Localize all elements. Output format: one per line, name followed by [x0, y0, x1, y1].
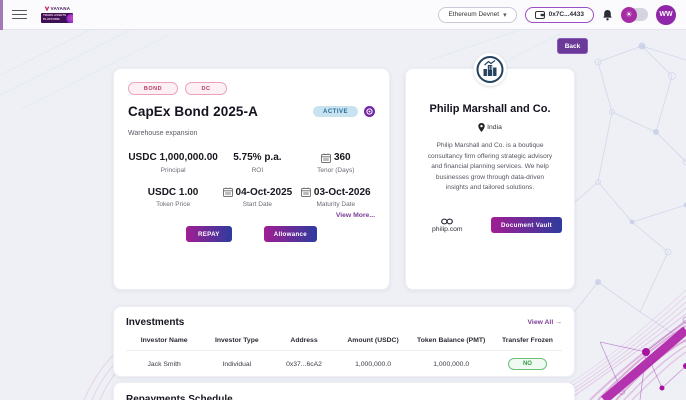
investments-table: Investor Name Investor Type Address Amou… — [126, 337, 562, 370]
issuer-name: Philip Marshall and Co. — [429, 103, 551, 115]
badge-bond: BOND — [128, 82, 178, 95]
investments-card: Investments View All → Investor Name Inv… — [113, 306, 575, 377]
cell-amount: 1,000,000.0 — [355, 360, 391, 368]
view-more-link[interactable]: View More... — [335, 212, 375, 219]
token-badge-icon[interactable] — [364, 106, 375, 117]
badge-dc: DC — [185, 82, 227, 95]
cell-investor-type: Individual — [222, 360, 252, 368]
website-link[interactable]: philip.com — [432, 218, 463, 233]
metric-tenor: 360 Tenor (Days) — [317, 152, 355, 174]
bond-metrics: USDC 1,000,000.00 Principal 5.75% p.a. R… — [128, 152, 375, 208]
sun-icon: ☀ — [621, 6, 637, 23]
notification-bell-icon[interactable] — [602, 8, 614, 22]
bond-title: CapEx Bond 2025-A — [128, 104, 258, 119]
cell-address: 0x37...6cA2 — [286, 360, 322, 368]
location-pin-icon — [478, 123, 485, 132]
app-logo: VAYANA TRADE ASSETS PLATFORM — [41, 6, 73, 24]
link-icon — [441, 218, 454, 224]
brand-subtitle: TRADE ASSETS PLATFORM — [41, 12, 73, 24]
arrow-right-icon: → — [555, 319, 562, 326]
issuer-card: Philip Marshall and Co. India Philip Mar… — [405, 53, 575, 290]
cell-token-balance: 1,000,000.0 — [433, 360, 470, 368]
chevron-down-icon: ▾ — [503, 11, 507, 19]
cell-investor-name: Jack Smith — [147, 360, 181, 368]
back-button[interactable]: Back — [557, 38, 588, 54]
table-row: Jack Smith Individual 0x37...6cA2 1,000,… — [126, 351, 562, 370]
metric-roi: 5.75% p.a. ROI — [233, 152, 282, 174]
calendar-icon — [222, 187, 233, 197]
document-vault-button[interactable]: Document Vault — [491, 217, 562, 233]
user-avatar[interactable]: WW — [656, 4, 676, 25]
issuer-location: India — [487, 124, 502, 131]
calendar-icon — [320, 153, 331, 163]
status-badge: ACTIVE — [312, 106, 358, 117]
theme-toggle[interactable]: ☀ — [621, 6, 648, 23]
metric-maturity-date: 03-Oct-2026 Maturity Date — [297, 187, 375, 208]
network-selector-value: Ethereum Devnet — [448, 11, 500, 18]
view-all-link[interactable]: View All → — [527, 319, 562, 326]
wallet-icon — [534, 10, 545, 19]
bond-subtitle: Warehouse expansion — [128, 130, 198, 137]
allowance-button[interactable]: Allowance — [263, 226, 318, 242]
website-url: philip.com — [432, 225, 463, 233]
metric-principal: USDC 1,000,000.00 Principal — [128, 152, 218, 174]
metric-token-price: USDC 1.00 Token Price — [147, 186, 199, 209]
wallet-address: 0x7C...4433 — [548, 11, 584, 18]
logo-v-icon — [44, 6, 50, 12]
issuer-description: Philip Marshall and Co. is a boutique co… — [427, 142, 553, 192]
bond-detail-card: BOND DC CapEx Bond 2025-A ACTIVE Warehou… — [113, 68, 390, 290]
metric-start-date: 04-Oct-2025 Start Date — [218, 187, 296, 208]
investments-title: Investments — [126, 317, 185, 328]
company-avatar — [473, 53, 507, 86]
repayments-title: Repayments Schedule — [126, 394, 233, 400]
repayments-card: Repayments Schedule — [113, 382, 575, 400]
topbar: VAYANA TRADE ASSETS PLATFORM Ethereum De… — [0, 0, 686, 30]
network-selector[interactable]: Ethereum Devnet ▾ — [438, 6, 517, 23]
calendar-icon — [300, 187, 311, 197]
hamburger-menu-icon[interactable] — [12, 7, 27, 22]
left-accent-strip — [0, 0, 3, 30]
wallet-address-button[interactable]: 0x7C...4433 — [524, 6, 594, 23]
brand-name: VAYANA — [50, 5, 71, 11]
buildings-icon — [476, 56, 504, 83]
transfer-frozen-badge: NO — [507, 358, 547, 370]
table-header-row: Investor Name Investor Type Address Amou… — [126, 337, 562, 351]
repay-button[interactable]: REPAY — [185, 226, 232, 242]
